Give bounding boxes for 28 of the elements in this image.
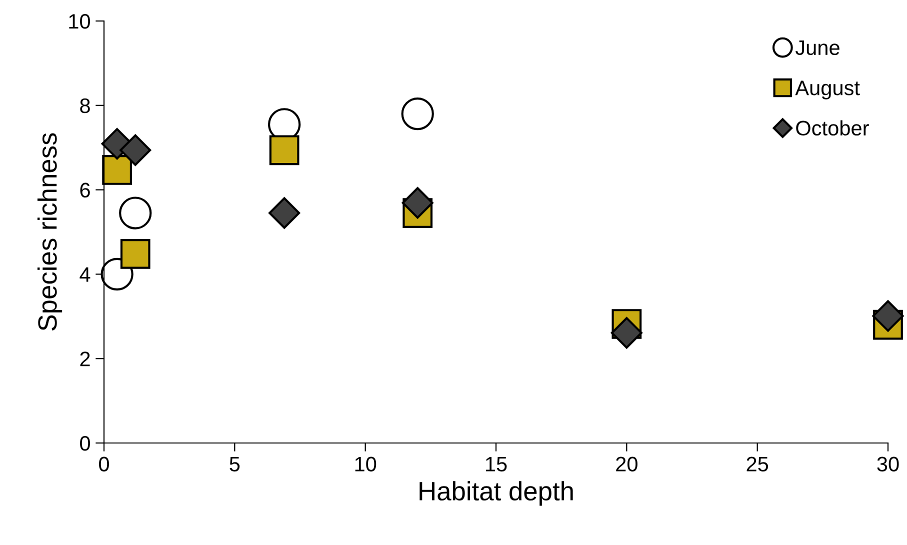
y-tick-label: 2 [80, 352, 90, 366]
point [872, 300, 904, 332]
x-tick-label: 30 [877, 456, 899, 472]
point [402, 187, 434, 219]
y-tick-label: 10 [69, 14, 90, 29]
point [610, 317, 642, 349]
point [268, 197, 300, 229]
x-tick-label: 10 [355, 456, 376, 472]
legend-label: August [795, 80, 860, 100]
x-tick-label: 0 [99, 456, 109, 472]
y-axis-title: Species richness [37, 133, 62, 331]
point [269, 135, 300, 166]
legend-label: October [796, 120, 869, 136]
point [120, 134, 152, 166]
y-tick-label: 0 [80, 436, 90, 451]
x-axis-title: Habitat depth [420, 481, 573, 506]
point [120, 239, 150, 269]
x-tick-label: 25 [746, 456, 768, 472]
y-tick-label: 6 [80, 182, 90, 198]
x-tick-label: 20 [616, 456, 638, 472]
point [102, 155, 132, 185]
x-tick-label: 15 [486, 456, 507, 472]
point [401, 98, 434, 130]
y-tick-label: 4 [80, 267, 90, 282]
point [119, 196, 152, 230]
x-tick-label: 5 [230, 456, 240, 472]
y-tick-label: 8 [80, 98, 90, 114]
legend-label: June [795, 40, 840, 56]
